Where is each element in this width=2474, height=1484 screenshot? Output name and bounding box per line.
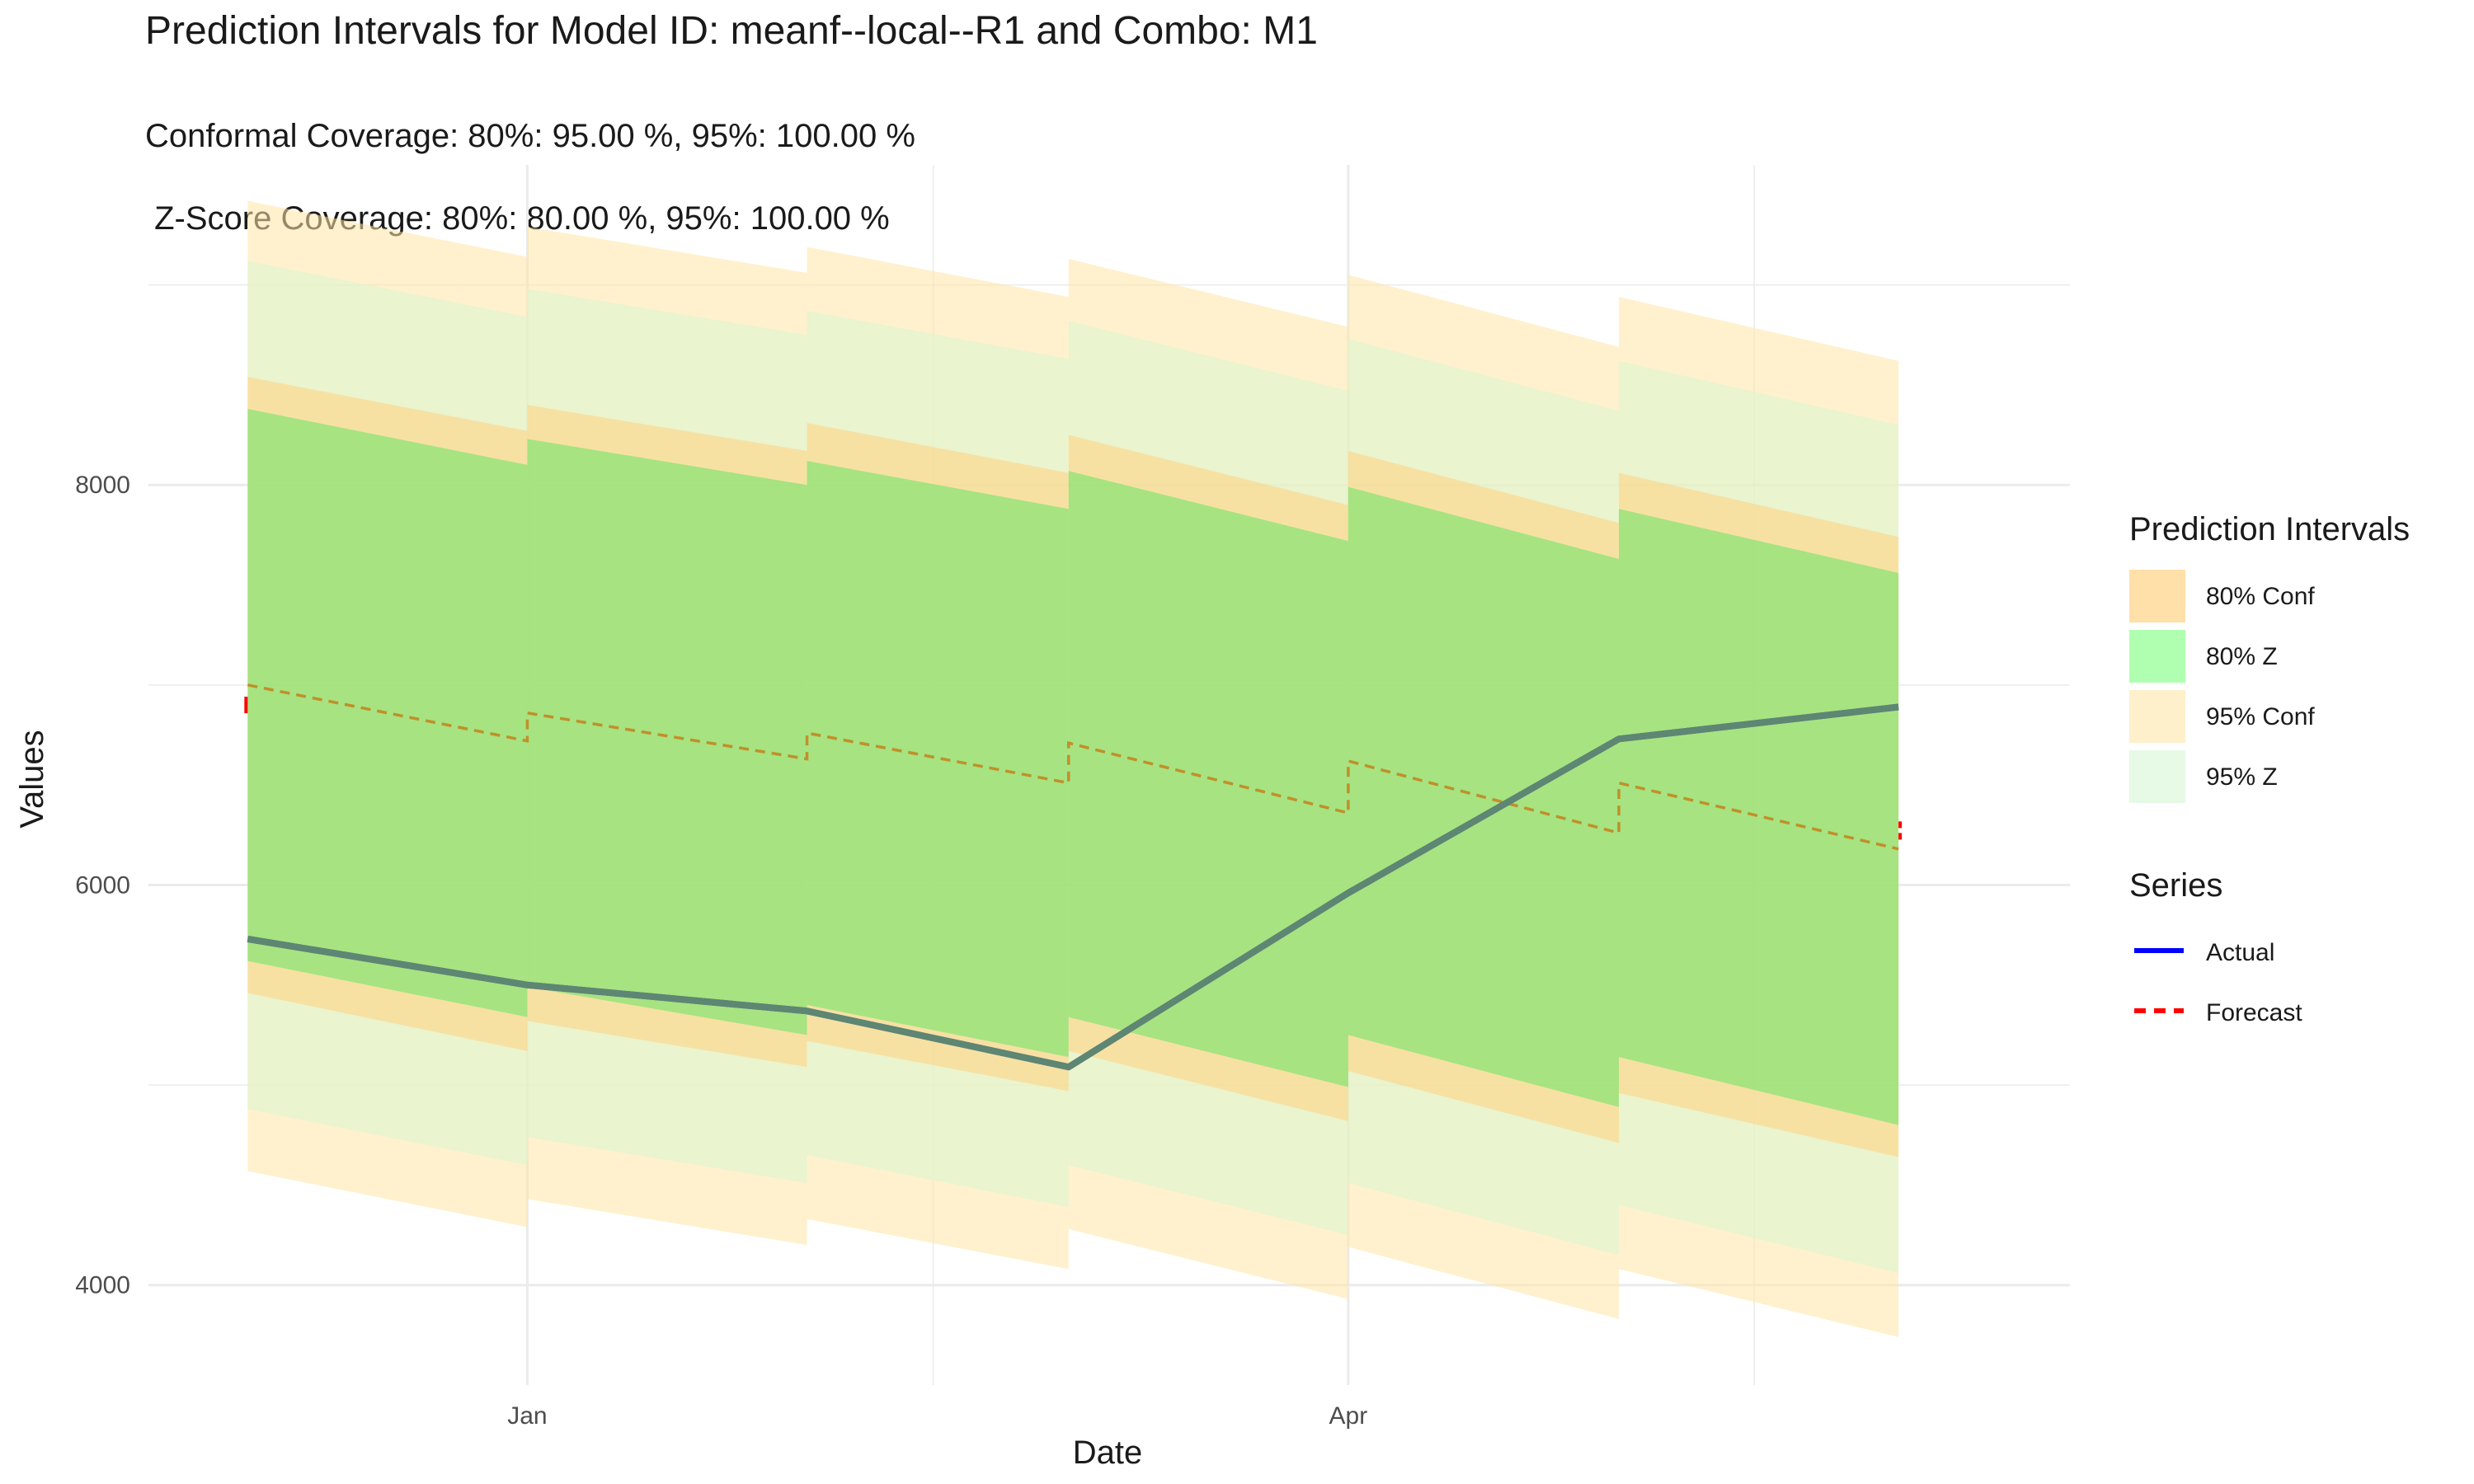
legend-label: 95% Z: [2206, 763, 2278, 791]
legend-swatch: [2129, 750, 2185, 803]
y-tick-label: 6000: [75, 871, 130, 899]
forecast-line: [247, 683, 1899, 851]
x-tick-label: Apr: [1329, 1402, 1368, 1430]
legend-label: 95% Conf: [2206, 703, 2315, 730]
actual-line: [247, 703, 1899, 1071]
z80-band-segment: [1619, 509, 1899, 1125]
legend-label: 80% Conf: [2206, 583, 2315, 610]
y-tick-label: 4000: [75, 1272, 130, 1299]
x-tick-label: Jan: [507, 1402, 547, 1430]
legend-swatch: [2129, 630, 2185, 683]
legend-swatch: [2129, 690, 2185, 743]
z80-band-segment: [807, 461, 1069, 1058]
y-tick-label: 8000: [75, 472, 130, 499]
legend: Prediction Intervals 80% Conf 80% Z 95% Con…: [2129, 511, 2410, 1026]
x-axis-title: Date: [1073, 1435, 1143, 1471]
z80-band-segment: [247, 409, 528, 1017]
axis-ticks: 4000 6000 8000 Jan Apr: [75, 472, 1367, 1430]
subtitle-line-conformal: Conformal Coverage: 80%: 95.00 %, 95%: 1…: [145, 118, 915, 154]
legend-title: Series: [2129, 867, 2222, 904]
legend-swatch: [2129, 570, 2185, 622]
series-lines: [244, 683, 1903, 1071]
y-axis-title: Values: [14, 730, 50, 828]
interval-bands: [247, 200, 1899, 1337]
chart-title: Prediction Intervals for Model ID: meanf…: [145, 9, 1318, 53]
legend-label: Actual: [2206, 939, 2274, 966]
legend-label: Forecast: [2206, 999, 2302, 1026]
legend-title: Prediction Intervals: [2129, 511, 2410, 547]
legend-label: 80% Z: [2206, 643, 2278, 670]
